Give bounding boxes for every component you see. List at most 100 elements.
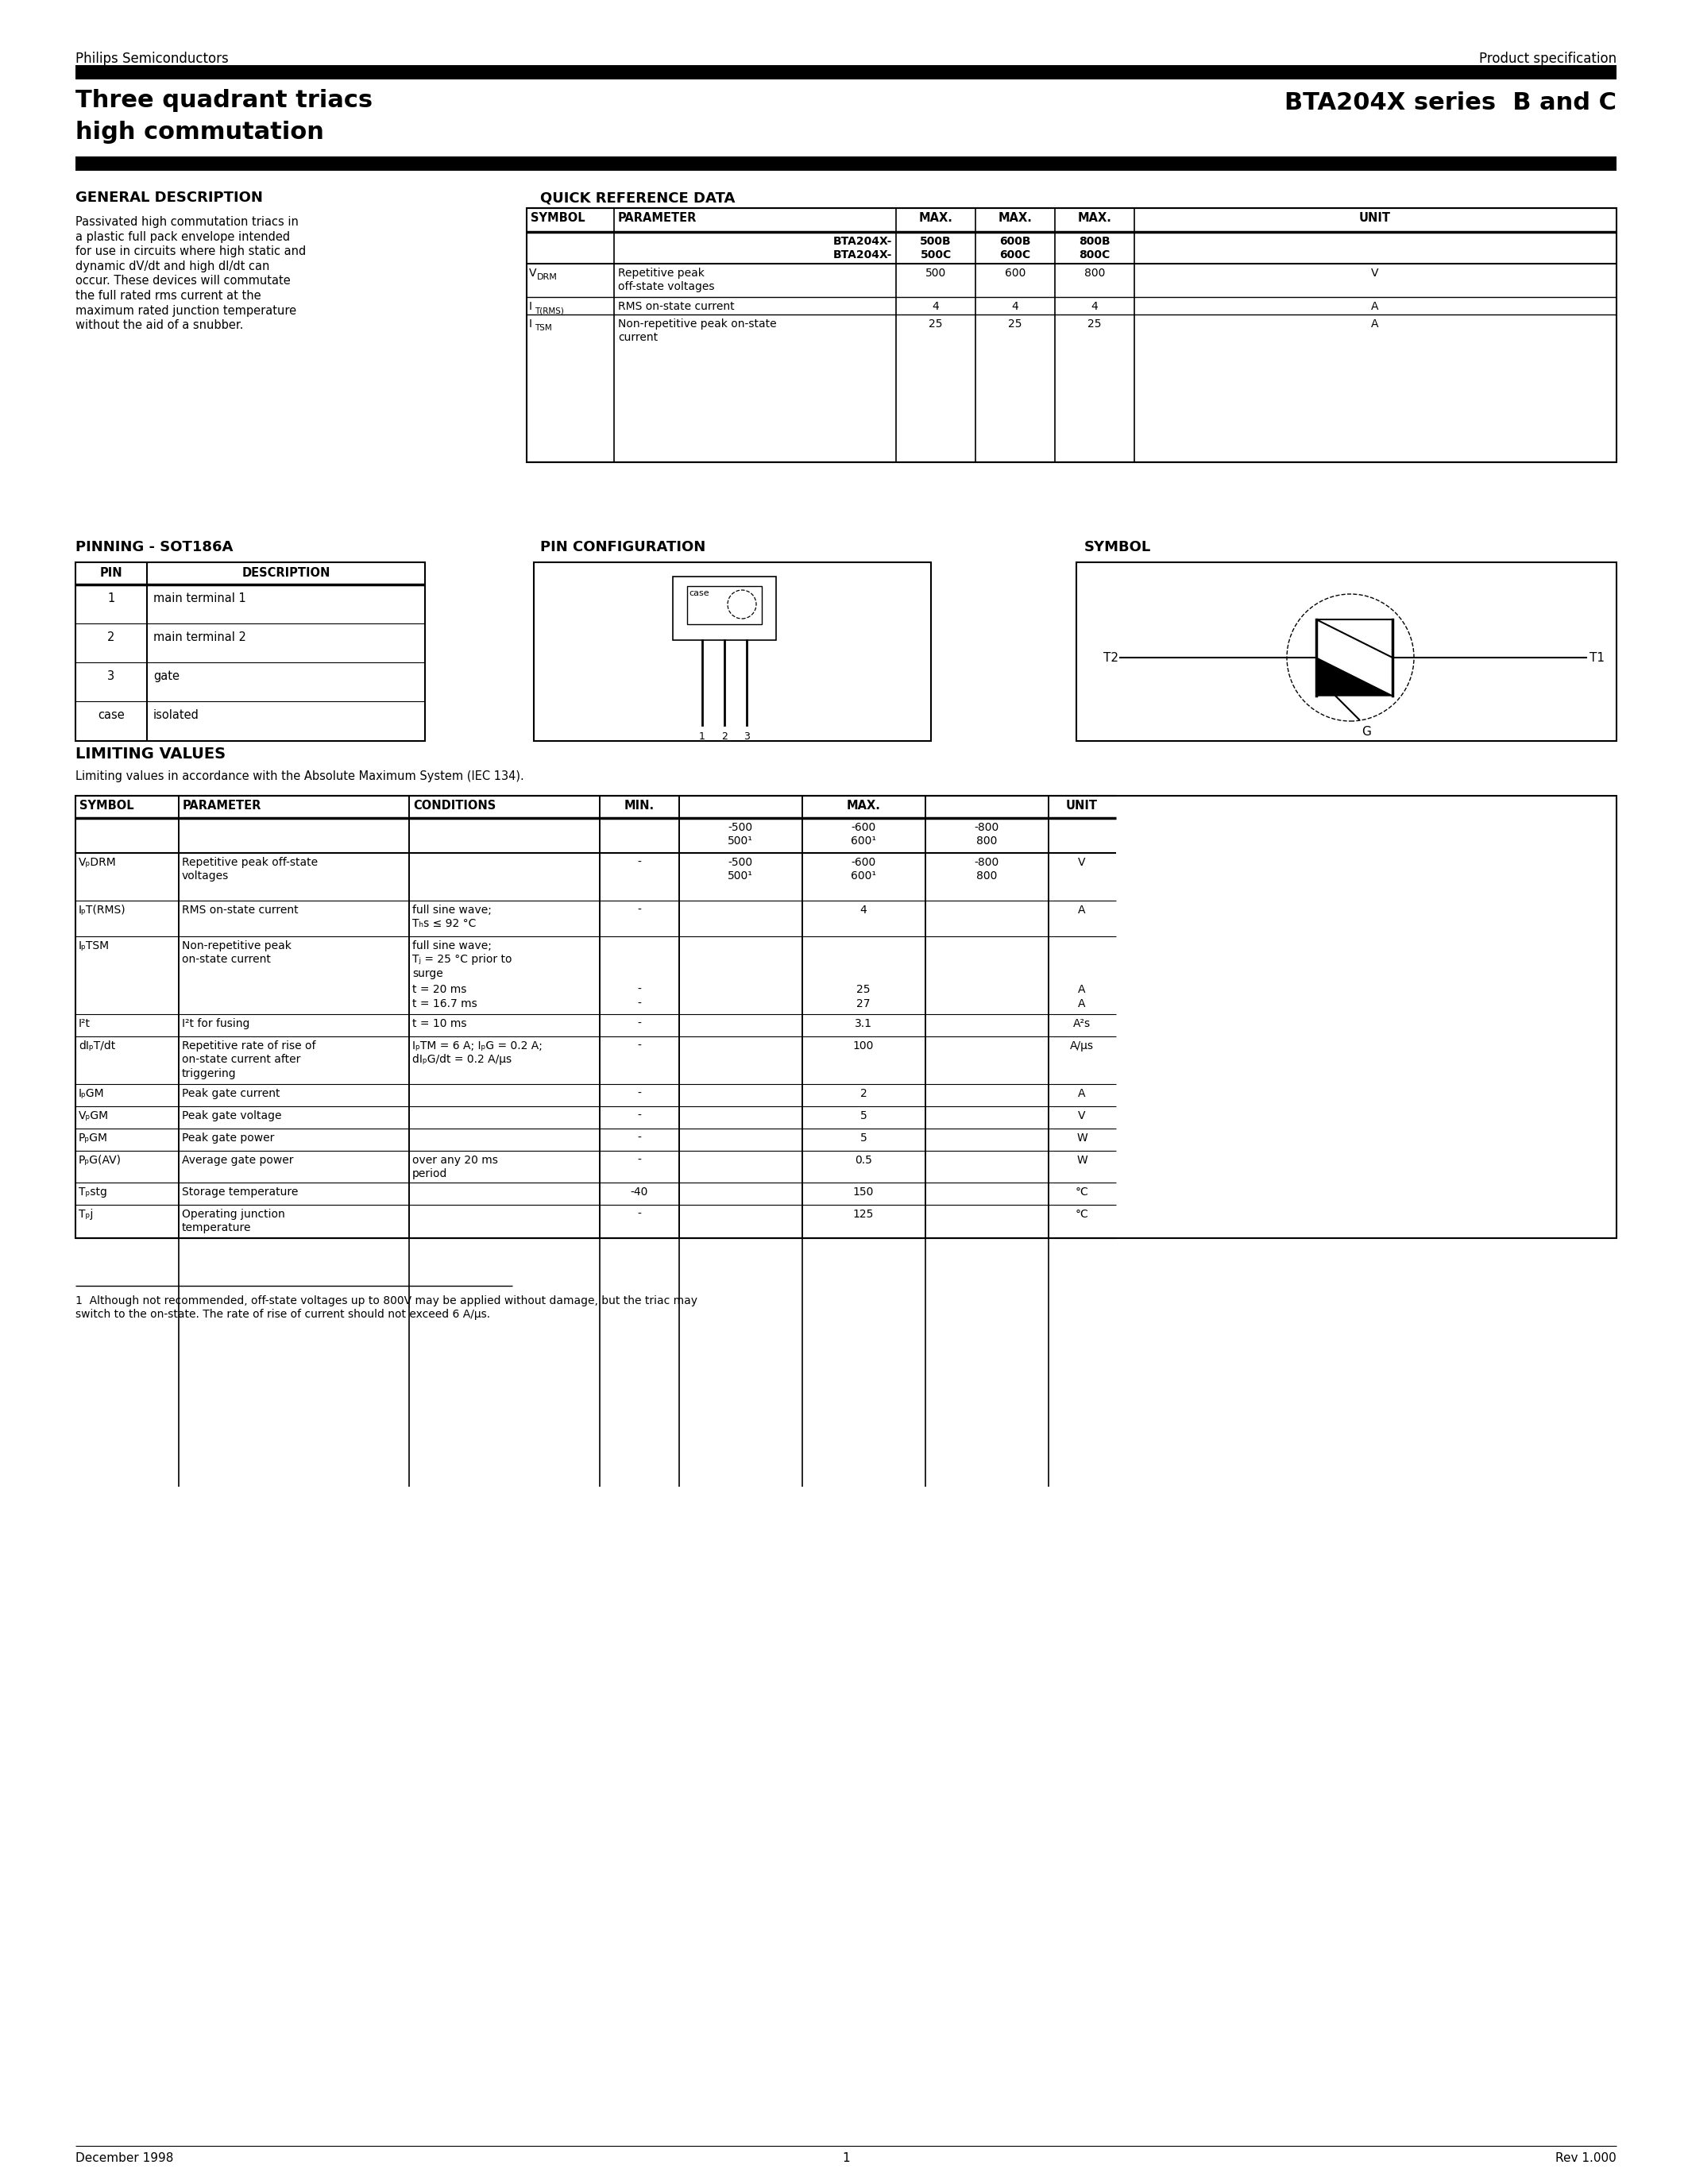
Text: VₚGM: VₚGM: [79, 1109, 110, 1120]
Text: t = 10 ms: t = 10 ms: [412, 1018, 466, 1029]
Text: 25: 25: [856, 985, 871, 996]
Text: 600¹: 600¹: [851, 836, 876, 847]
Text: Tₚstg: Tₚstg: [79, 1186, 106, 1197]
Bar: [527, 207, 1617, 463]
Text: 500C: 500C: [920, 249, 952, 260]
Text: 500: 500: [925, 269, 947, 280]
Text: isolated: isolated: [154, 710, 199, 721]
Text: Repetitive rate of rise of
on-state current after
triggering: Repetitive rate of rise of on-state curr…: [182, 1040, 316, 1079]
Text: IₚTM = 6 A; IₚG = 0.2 A;
dIₚG/dt = 0.2 A/μs: IₚTM = 6 A; IₚG = 0.2 A; dIₚG/dt = 0.2 A…: [412, 1040, 542, 1066]
Text: A²s: A²s: [1074, 1018, 1090, 1029]
Text: 800: 800: [976, 836, 998, 847]
Bar: [1077, 561, 1617, 740]
Text: V: V: [1079, 1109, 1085, 1120]
Text: 25: 25: [1008, 319, 1023, 330]
Text: t = 20 ms: t = 20 ms: [412, 985, 466, 996]
Text: PINNING - SOT186A: PINNING - SOT186A: [76, 539, 233, 555]
Text: I: I: [528, 301, 532, 312]
Text: Repetitive peak
off-state voltages: Repetitive peak off-state voltages: [618, 269, 714, 293]
Text: 800: 800: [1084, 269, 1106, 280]
Text: 600C: 600C: [999, 249, 1031, 260]
Text: -500: -500: [728, 821, 753, 832]
Text: SYMBOL: SYMBOL: [79, 799, 133, 812]
Text: 1: 1: [108, 592, 115, 605]
Text: CONDITIONS: CONDITIONS: [414, 799, 496, 812]
Text: -: -: [638, 1208, 641, 1221]
Text: SYMBOL: SYMBOL: [530, 212, 586, 225]
Text: G: G: [1362, 725, 1371, 738]
Bar: [76, 66, 1617, 79]
Text: 125: 125: [852, 1208, 874, 1221]
Text: PIN CONFIGURATION: PIN CONFIGURATION: [540, 539, 706, 555]
Text: 2: 2: [108, 631, 115, 644]
Text: A: A: [1079, 985, 1085, 996]
Bar: [533, 561, 932, 740]
Text: PIN: PIN: [100, 568, 123, 579]
Text: 800C: 800C: [1079, 249, 1111, 260]
Text: 2: 2: [859, 1088, 868, 1099]
Text: 25: 25: [1087, 319, 1102, 330]
Text: Peak gate current: Peak gate current: [182, 1088, 280, 1099]
Text: I²t for fusing: I²t for fusing: [182, 1018, 250, 1029]
Text: RMS on-state current: RMS on-state current: [618, 301, 734, 312]
Text: Non-repetitive peak
on-state current: Non-repetitive peak on-state current: [182, 941, 292, 965]
Text: -: -: [638, 1109, 641, 1120]
Text: December 1998: December 1998: [76, 2151, 174, 2164]
Text: case: case: [689, 590, 709, 596]
Text: gate: gate: [154, 670, 179, 681]
Text: dIₚT/dt: dIₚT/dt: [79, 1040, 115, 1051]
Bar: [76, 157, 1617, 170]
Text: -: -: [638, 998, 641, 1009]
Text: Operating junction
temperature: Operating junction temperature: [182, 1208, 285, 1234]
Text: 27: 27: [856, 998, 871, 1009]
Text: -800: -800: [974, 821, 999, 832]
Text: 600B: 600B: [999, 236, 1031, 247]
Text: MAX.: MAX.: [918, 212, 952, 225]
Text: BTA204X series  B and C: BTA204X series B and C: [1285, 92, 1617, 114]
Text: IₚTSM: IₚTSM: [79, 941, 110, 952]
Text: T2: T2: [1104, 651, 1119, 664]
Bar: [76, 795, 1617, 1487]
Text: Storage temperature: Storage temperature: [182, 1186, 299, 1197]
Text: high commutation: high commutation: [76, 120, 324, 144]
Text: main terminal 1: main terminal 1: [154, 592, 246, 605]
Text: Three quadrant triacs: Three quadrant triacs: [76, 90, 373, 111]
Text: PₚGM: PₚGM: [79, 1133, 108, 1144]
Text: 3.1: 3.1: [854, 1018, 873, 1029]
Text: Limiting values in accordance with the Absolute Maximum System (IEC 134).: Limiting values in accordance with the A…: [76, 771, 523, 782]
Bar: [76, 561, 425, 740]
Text: 800B: 800B: [1079, 236, 1111, 247]
Text: DRM: DRM: [537, 273, 557, 282]
Text: 5: 5: [859, 1109, 868, 1120]
Text: -: -: [638, 985, 641, 996]
Text: -: -: [638, 1018, 641, 1029]
Text: Non-repetitive peak on-state
current: Non-repetitive peak on-state current: [618, 319, 776, 343]
Text: UNIT: UNIT: [1067, 799, 1097, 812]
Text: -: -: [638, 1040, 641, 1051]
Text: V: V: [1371, 269, 1379, 280]
Text: Product specification: Product specification: [1479, 52, 1617, 66]
Text: over any 20 ms
period: over any 20 ms period: [412, 1155, 498, 1179]
Text: 3: 3: [743, 732, 749, 743]
Text: t = 16.7 ms: t = 16.7 ms: [412, 998, 478, 1009]
Text: 4: 4: [1090, 301, 1099, 312]
Text: 1: 1: [699, 732, 706, 743]
Bar: [674, 577, 776, 640]
Text: Average gate power: Average gate power: [182, 1155, 294, 1166]
Text: SYMBOL: SYMBOL: [1084, 539, 1151, 555]
Bar: [76, 795, 1617, 1238]
Text: VₚDRM: VₚDRM: [79, 856, 116, 867]
Text: -: -: [638, 1133, 641, 1144]
Text: 4: 4: [1011, 301, 1018, 312]
Text: A: A: [1371, 301, 1379, 312]
Bar: [76, 795, 1617, 1487]
Text: -600: -600: [851, 821, 876, 832]
Text: A: A: [1079, 1088, 1085, 1099]
Text: I: I: [528, 319, 532, 330]
Text: MAX.: MAX.: [846, 799, 881, 812]
Text: 0.5: 0.5: [854, 1155, 873, 1166]
Text: A/μs: A/μs: [1070, 1040, 1094, 1051]
Text: °C: °C: [1075, 1208, 1089, 1221]
Text: 500¹: 500¹: [728, 836, 753, 847]
Text: full sine wave;
Tₕs ≤ 92 °C: full sine wave; Tₕs ≤ 92 °C: [412, 904, 491, 930]
